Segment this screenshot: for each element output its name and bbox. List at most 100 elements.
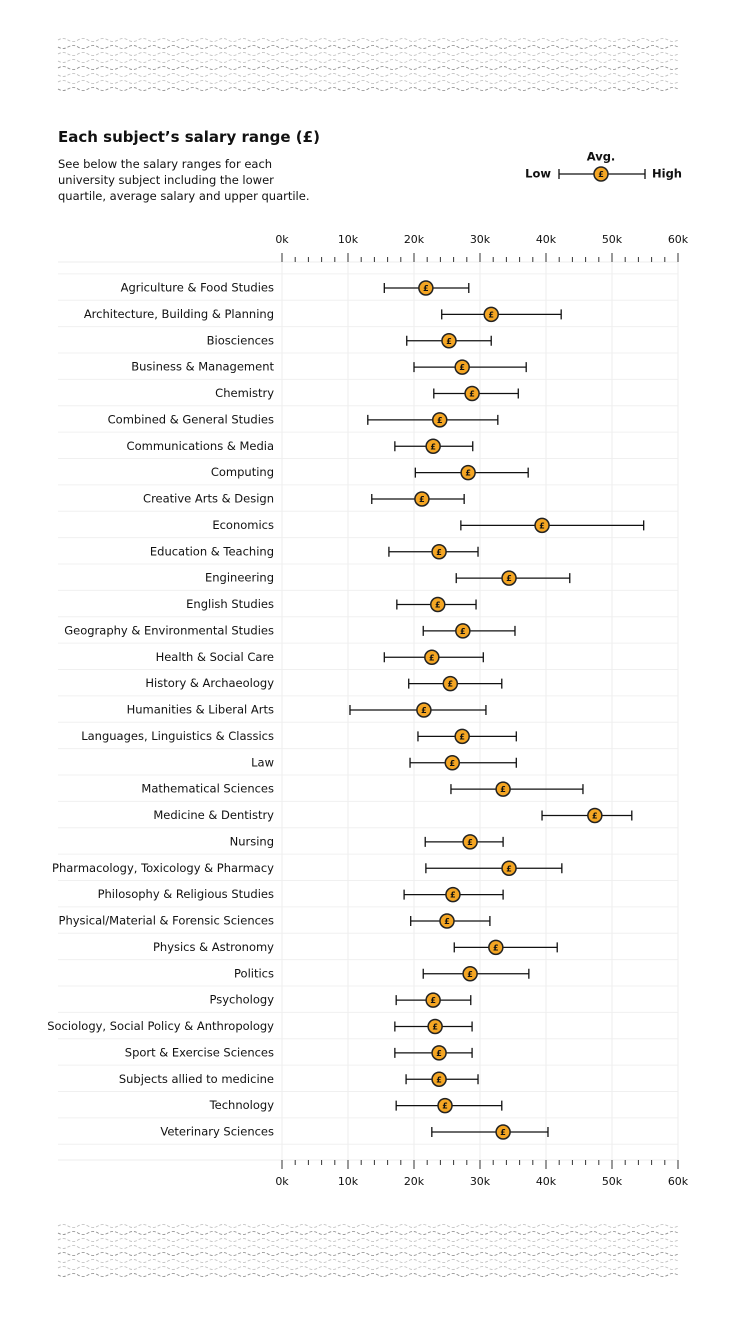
y-category-label: Philosophy & Religious Studies — [98, 887, 274, 901]
coin-symbol: £ — [592, 812, 598, 821]
legend-label: High — [652, 167, 682, 181]
y-category-label: Physical/Material & Forensic Sciences — [59, 914, 274, 928]
decoration-wave — [57, 1259, 679, 1263]
x-tick-label: 40k — [536, 1175, 557, 1188]
avg-dot — [425, 992, 441, 1008]
y-category-label: Languages, Linguistics & Classics — [81, 729, 274, 743]
y-category-label: Communications & Media — [127, 439, 274, 453]
x-tick-label: 60k — [668, 233, 689, 246]
coin-symbol: £ — [429, 653, 435, 662]
avg-dot — [454, 359, 470, 375]
y-category-label: Law — [251, 755, 274, 769]
avg-dot — [495, 781, 511, 797]
decoration-wave — [57, 1245, 679, 1249]
x-tick-label: 10k — [338, 1175, 359, 1188]
coin-symbol: £ — [465, 469, 471, 478]
avg-dot — [418, 280, 434, 296]
legend-dot — [593, 166, 609, 182]
avg-dot — [488, 939, 504, 956]
decoration-wave — [57, 59, 679, 63]
y-category-label: Pharmacology, Toxicology & Pharmacy — [52, 861, 274, 875]
avg-dot — [460, 464, 476, 481]
coin-symbol: £ — [459, 732, 465, 741]
coin-symbol: £ — [460, 627, 466, 636]
x-tick-label: 20k — [404, 1175, 425, 1188]
x-tick-label: 60k — [668, 1175, 689, 1188]
decoration-wave — [57, 45, 679, 49]
x-tick-label: 0k — [275, 233, 289, 246]
avg-dot — [414, 491, 430, 507]
avg-dot — [444, 755, 461, 771]
avg-dot — [587, 807, 603, 824]
coin-symbol: £ — [506, 574, 512, 583]
avg-dot — [501, 570, 517, 586]
avg-dot — [442, 675, 459, 692]
avg-dot — [462, 966, 478, 982]
x-tick-label: 0k — [275, 1175, 289, 1188]
decoration-wave — [57, 1231, 679, 1235]
coin-symbol: £ — [435, 601, 441, 610]
y-category-label: Engineering — [205, 571, 274, 585]
decoration-wave — [57, 87, 679, 91]
coin-symbol: £ — [467, 838, 473, 847]
y-category-label: Chemistry — [215, 386, 274, 400]
avg-dot — [445, 886, 461, 903]
y-category-label: Technology — [209, 1098, 275, 1112]
x-tick-label: 10k — [338, 233, 359, 246]
y-category-label: Sport & Exercise Sciences — [125, 1045, 274, 1059]
coin-symbol: £ — [467, 970, 473, 979]
decoration-wave — [57, 1238, 679, 1242]
y-category-label: Economics — [212, 518, 274, 532]
x-tick-label: 40k — [536, 233, 557, 246]
coin-symbol: £ — [437, 416, 443, 425]
decoration-wave — [57, 52, 679, 56]
coin-symbol: £ — [436, 548, 442, 557]
avg-dot — [455, 623, 471, 639]
y-category-label: Agriculture & Food Studies — [121, 281, 274, 295]
avg-dot — [431, 1045, 447, 1061]
coin-symbol: £ — [444, 917, 450, 926]
coin-symbol: £ — [493, 943, 499, 952]
avg-dot — [454, 728, 470, 745]
y-category-label: Business & Management — [131, 360, 274, 374]
coin-symbol: £ — [598, 170, 604, 179]
y-category-label: Creative Arts & Design — [143, 492, 274, 506]
decoration-wave — [57, 66, 679, 70]
coin-symbol: £ — [448, 680, 454, 689]
avg-dot — [495, 1124, 511, 1140]
coin-symbol: £ — [446, 337, 452, 346]
x-tick-label: 20k — [404, 233, 425, 246]
y-category-label: Geography & Environmental Studies — [64, 623, 274, 637]
y-category-label: Physics & Astronomy — [153, 940, 274, 954]
coin-symbol: £ — [459, 363, 465, 372]
y-category-label: Politics — [234, 966, 274, 980]
avg-dot — [427, 1018, 443, 1035]
decoration-wave — [57, 80, 679, 84]
avg-dot — [501, 860, 517, 876]
coin-symbol: £ — [500, 785, 506, 794]
legend-label: Avg. — [587, 150, 616, 164]
y-category-label: English Studies — [186, 597, 274, 611]
x-tick-label: 30k — [470, 233, 491, 246]
decoration-wave — [57, 1273, 679, 1277]
coin-symbol: £ — [430, 996, 436, 1005]
coin-symbol: £ — [436, 1049, 442, 1058]
avg-dot — [462, 834, 478, 850]
avg-dot — [431, 544, 447, 560]
y-category-label: Education & Teaching — [150, 544, 274, 558]
coin-symbol: £ — [432, 1023, 438, 1032]
y-category-label: Veterinary Sciences — [160, 1125, 274, 1139]
y-category-label: Biosciences — [207, 333, 274, 347]
coin-symbol: £ — [419, 495, 425, 504]
y-category-label: Sociology, Social Policy & Anthropology — [47, 1019, 274, 1033]
avg-dot — [437, 1097, 453, 1114]
avg-dot — [416, 702, 432, 718]
x-tick-label: 50k — [602, 1175, 623, 1188]
decoration-wave — [57, 1266, 679, 1270]
legend-label: Low — [525, 167, 551, 181]
y-category-label: Mathematical Sciences — [141, 782, 274, 796]
coin-symbol: £ — [488, 310, 494, 319]
avg-dot — [464, 385, 480, 402]
coin-symbol: £ — [423, 284, 429, 293]
